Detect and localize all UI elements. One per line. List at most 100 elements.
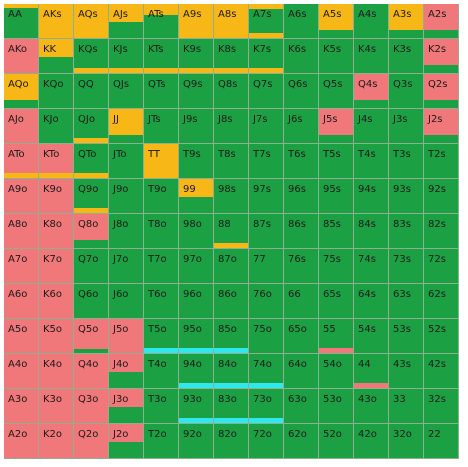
hand-cell-ako[interactable]: AKo [4, 39, 39, 74]
hand-cell-j8o[interactable]: J8o [109, 214, 144, 249]
hand-cell-a9s[interactable]: A9s [179, 4, 214, 39]
hand-cell-66[interactable]: 66 [284, 284, 319, 319]
hand-cell-42o[interactable]: 42o [354, 424, 389, 459]
hand-cell-t3o[interactable]: T3o [144, 389, 179, 424]
hand-cell-kk[interactable]: KK [39, 39, 74, 74]
hand-cell-j3o[interactable]: J3o [109, 389, 144, 424]
hand-cell-63o[interactable]: 63o [284, 389, 319, 424]
hand-cell-j9o[interactable]: J9o [109, 179, 144, 214]
hand-cell-ato[interactable]: ATo [4, 144, 39, 179]
hand-cell-94o[interactable]: 94o [179, 354, 214, 389]
hand-cell-ats[interactable]: ATs [144, 4, 179, 39]
hand-cell-j3s[interactable]: J3s [389, 109, 424, 144]
hand-cell-a5s[interactable]: A5s [319, 4, 354, 39]
hand-cell-86o[interactable]: 86o [214, 284, 249, 319]
hand-cell-a7s[interactable]: A7s [249, 4, 284, 39]
hand-cell-63s[interactable]: 63s [389, 284, 424, 319]
hand-cell-j5s[interactable]: J5s [319, 109, 354, 144]
hand-cell-kqs[interactable]: KQs [74, 39, 109, 74]
hand-cell-a7o[interactable]: A7o [4, 249, 39, 284]
hand-cell-t6s[interactable]: T6s [284, 144, 319, 179]
hand-cell-k8s[interactable]: K8s [214, 39, 249, 74]
hand-cell-k6o[interactable]: K6o [39, 284, 74, 319]
hand-cell-44[interactable]: 44 [354, 354, 389, 389]
hand-cell-q8s[interactable]: Q8s [214, 74, 249, 109]
hand-cell-93o[interactable]: 93o [179, 389, 214, 424]
hand-cell-q7o[interactable]: Q7o [74, 249, 109, 284]
hand-cell-77[interactable]: 77 [249, 249, 284, 284]
hand-cell-q9s[interactable]: Q9s [179, 74, 214, 109]
hand-cell-k4o[interactable]: K4o [39, 354, 74, 389]
hand-cell-82o[interactable]: 82o [214, 424, 249, 459]
hand-cell-52o[interactable]: 52o [319, 424, 354, 459]
hand-cell-43s[interactable]: 43s [389, 354, 424, 389]
hand-cell-a6o[interactable]: A6o [4, 284, 39, 319]
hand-cell-aks[interactable]: AKs [39, 4, 74, 39]
hand-cell-t3s[interactable]: T3s [389, 144, 424, 179]
hand-cell-62o[interactable]: 62o [284, 424, 319, 459]
hand-cell-54o[interactable]: 54o [319, 354, 354, 389]
hand-cell-k4s[interactable]: K4s [354, 39, 389, 74]
hand-cell-73s[interactable]: 73s [389, 249, 424, 284]
hand-cell-t5s[interactable]: T5s [319, 144, 354, 179]
hand-cell-97s[interactable]: 97s [249, 179, 284, 214]
hand-cell-kjo[interactable]: KJo [39, 109, 74, 144]
hand-cell-87s[interactable]: 87s [249, 214, 284, 249]
hand-cell-64s[interactable]: 64s [354, 284, 389, 319]
hand-cell-qq[interactable]: QQ [74, 74, 109, 109]
hand-cell-q6s[interactable]: Q6s [284, 74, 319, 109]
hand-cell-55[interactable]: 55 [319, 319, 354, 354]
hand-cell-j8s[interactable]: J8s [214, 109, 249, 144]
hand-cell-a8o[interactable]: A8o [4, 214, 39, 249]
hand-cell-76s[interactable]: 76s [284, 249, 319, 284]
hand-cell-86s[interactable]: 86s [284, 214, 319, 249]
hand-cell-ajo[interactable]: AJo [4, 109, 39, 144]
hand-cell-22[interactable]: 22 [424, 424, 459, 459]
hand-cell-98o[interactable]: 98o [179, 214, 214, 249]
hand-cell-t9s[interactable]: T9s [179, 144, 214, 179]
hand-cell-k6s[interactable]: K6s [284, 39, 319, 74]
hand-cell-72o[interactable]: 72o [249, 424, 284, 459]
hand-cell-94s[interactable]: 94s [354, 179, 389, 214]
hand-cell-75s[interactable]: 75s [319, 249, 354, 284]
hand-cell-85o[interactable]: 85o [214, 319, 249, 354]
hand-cell-83o[interactable]: 83o [214, 389, 249, 424]
hand-cell-a2o[interactable]: A2o [4, 424, 39, 459]
hand-cell-87o[interactable]: 87o [214, 249, 249, 284]
hand-cell-84s[interactable]: 84s [354, 214, 389, 249]
hand-cell-t7s[interactable]: T7s [249, 144, 284, 179]
hand-cell-a4s[interactable]: A4s [354, 4, 389, 39]
hand-cell-92o[interactable]: 92o [179, 424, 214, 459]
hand-cell-a2s[interactable]: A2s [424, 4, 459, 39]
hand-cell-t8o[interactable]: T8o [144, 214, 179, 249]
hand-cell-53o[interactable]: 53o [319, 389, 354, 424]
hand-cell-t7o[interactable]: T7o [144, 249, 179, 284]
hand-cell-a5o[interactable]: A5o [4, 319, 39, 354]
hand-cell-qts[interactable]: QTs [144, 74, 179, 109]
hand-cell-85s[interactable]: 85s [319, 214, 354, 249]
hand-cell-42s[interactable]: 42s [424, 354, 459, 389]
hand-cell-74s[interactable]: 74s [354, 249, 389, 284]
hand-cell-t9o[interactable]: T9o [144, 179, 179, 214]
hand-cell-q8o[interactable]: Q8o [74, 214, 109, 249]
hand-cell-t8s[interactable]: T8s [214, 144, 249, 179]
hand-cell-93s[interactable]: 93s [389, 179, 424, 214]
hand-cell-k5s[interactable]: K5s [319, 39, 354, 74]
hand-cell-q4o[interactable]: Q4o [74, 354, 109, 389]
hand-cell-q9o[interactable]: Q9o [74, 179, 109, 214]
hand-cell-j7o[interactable]: J7o [109, 249, 144, 284]
hand-cell-jts[interactable]: JTs [144, 109, 179, 144]
hand-cell-84o[interactable]: 84o [214, 354, 249, 389]
hand-cell-t4s[interactable]: T4s [354, 144, 389, 179]
hand-cell-t2o[interactable]: T2o [144, 424, 179, 459]
hand-cell-k9s[interactable]: K9s [179, 39, 214, 74]
hand-cell-32s[interactable]: 32s [424, 389, 459, 424]
hand-cell-j6s[interactable]: J6s [284, 109, 319, 144]
hand-cell-54s[interactable]: 54s [354, 319, 389, 354]
hand-cell-q7s[interactable]: Q7s [249, 74, 284, 109]
hand-cell-53s[interactable]: 53s [389, 319, 424, 354]
hand-cell-a8s[interactable]: A8s [214, 4, 249, 39]
hand-cell-tt[interactable]: TT [144, 144, 179, 179]
hand-cell-65o[interactable]: 65o [284, 319, 319, 354]
hand-cell-k7s[interactable]: K7s [249, 39, 284, 74]
